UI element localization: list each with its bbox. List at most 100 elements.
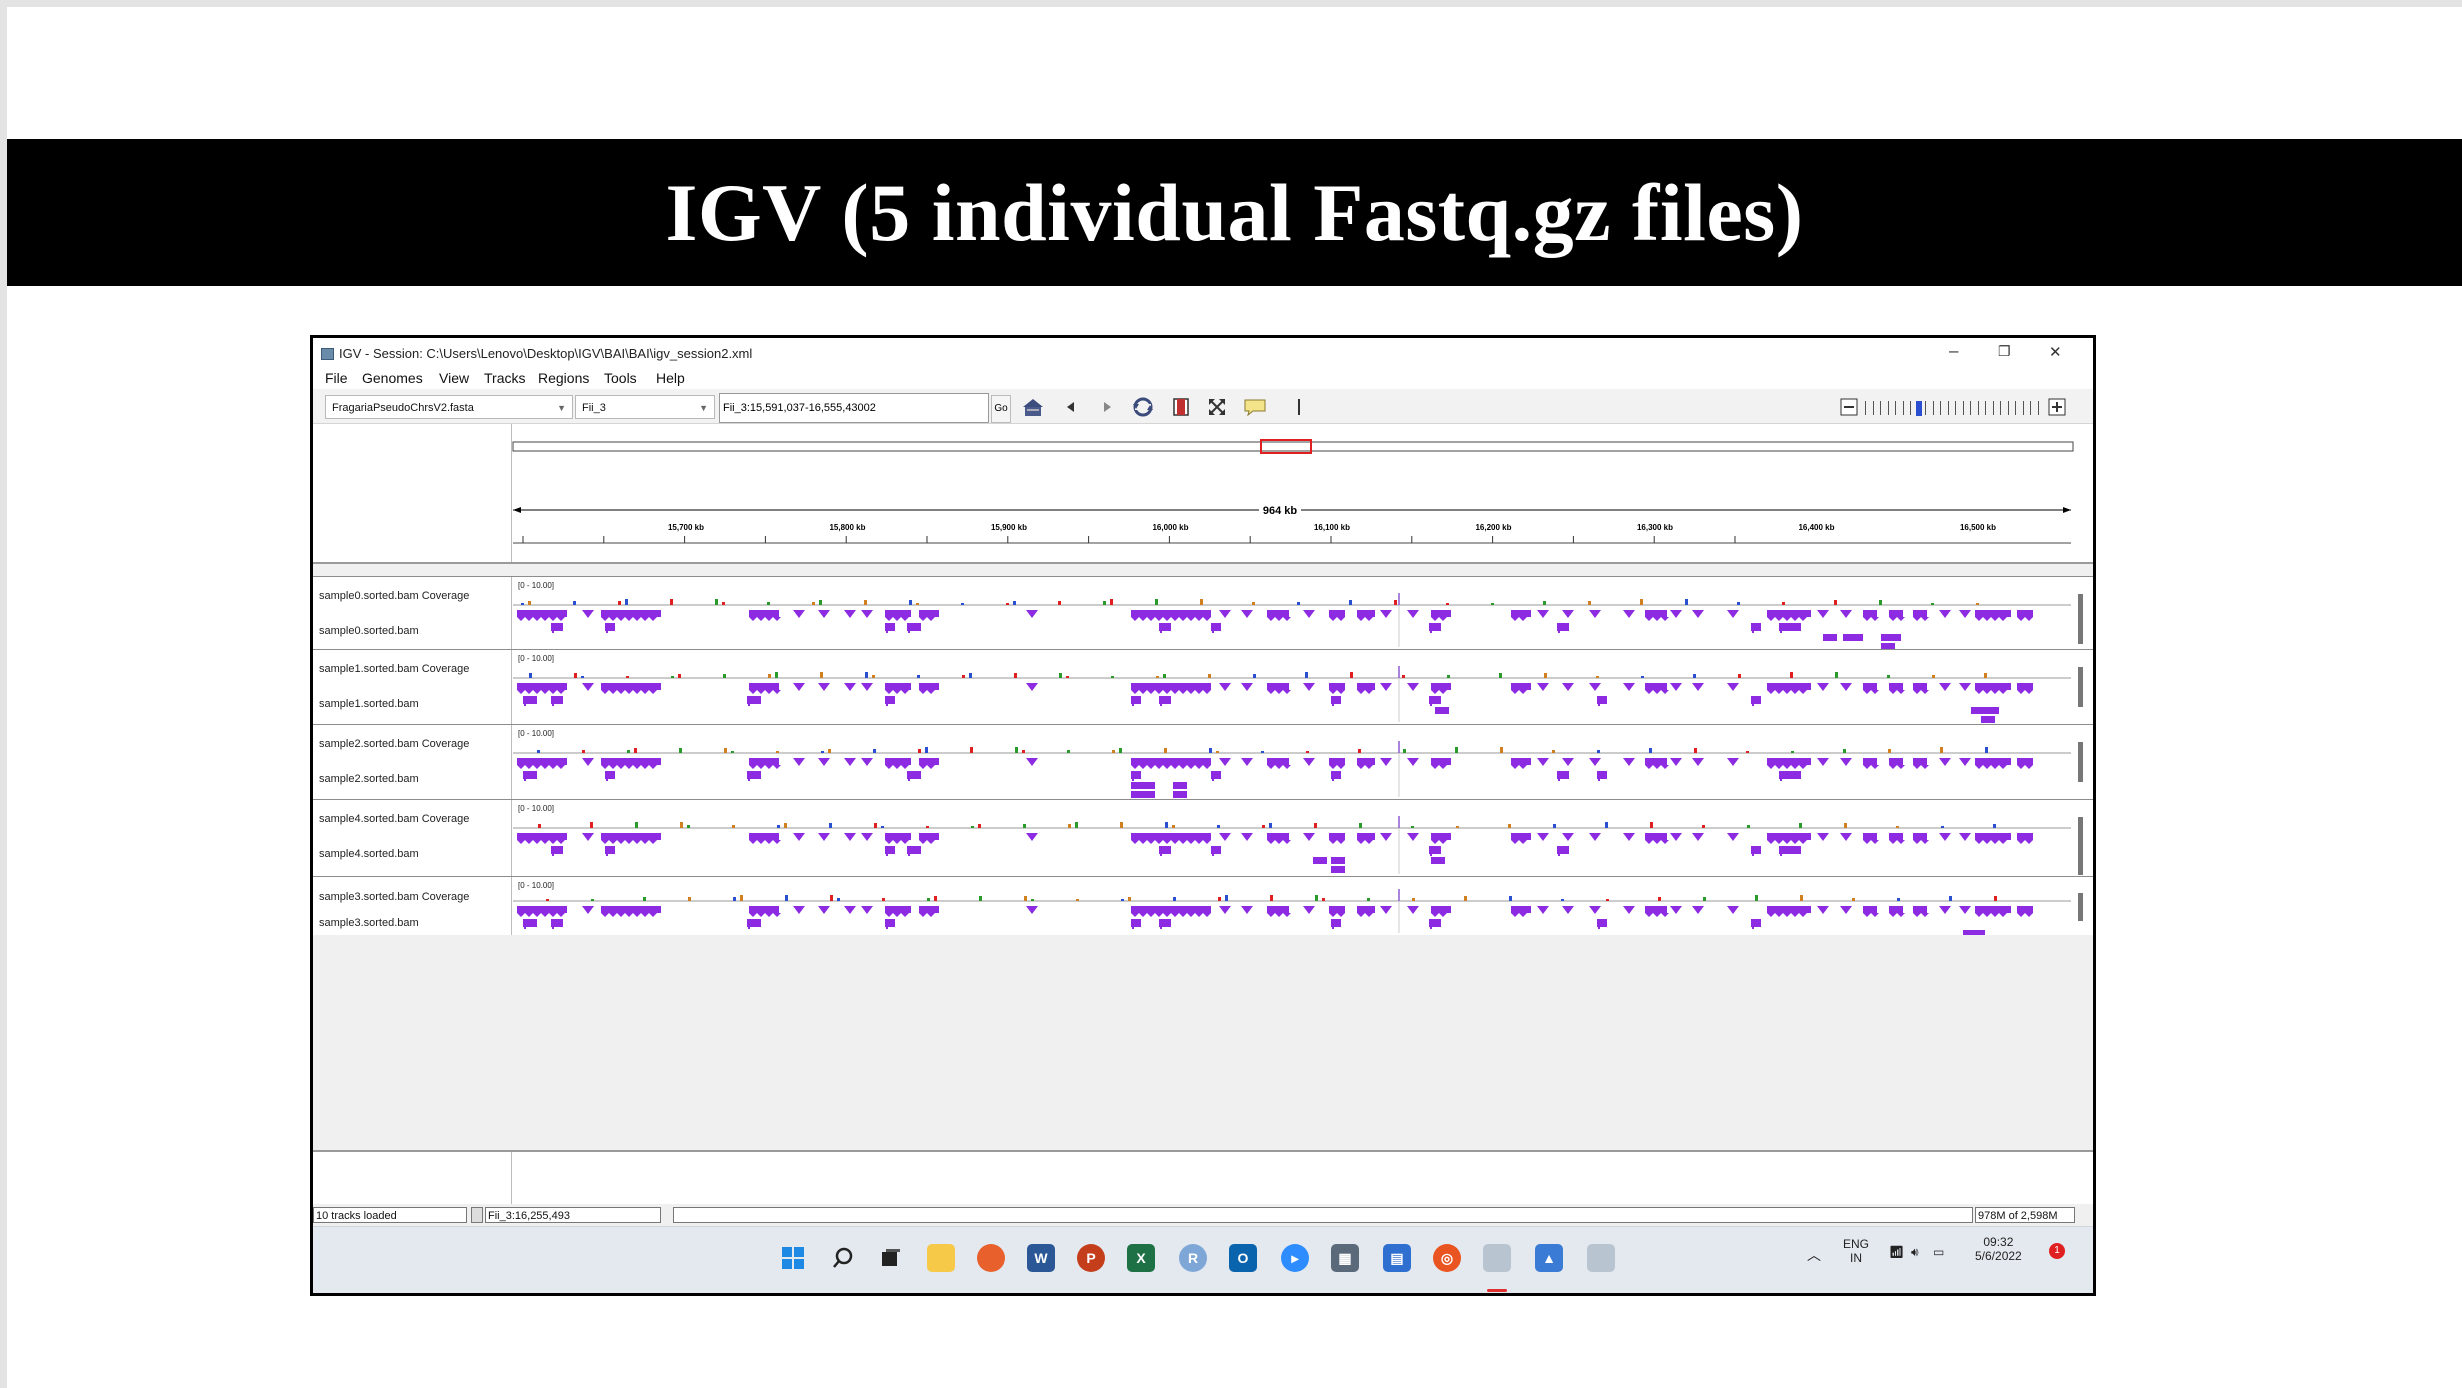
track-scrollbar[interactable] <box>2078 667 2083 707</box>
ruler-panel[interactable]: 964 kb 15,700 kb 15,800 kb 15,900 kb 16,000 … <box>511 424 2091 560</box>
read-tick <box>1999 840 2007 844</box>
zoom-out-icon[interactable] <box>1837 395 1861 419</box>
alignment-track-name[interactable]: sample0.sorted.bam <box>319 625 419 637</box>
coverage-track-name[interactable]: sample4.sorted.bam Coverage <box>319 813 470 825</box>
zoom-slider[interactable] <box>1865 401 2043 416</box>
menu-tools[interactable]: Tools <box>604 370 637 386</box>
photos-icon[interactable]: ▲ <box>1535 1244 1563 1272</box>
zoom-app-icon[interactable]: ▸ <box>1281 1244 1309 1272</box>
menu-regions[interactable]: Regions <box>538 370 590 386</box>
alignment-data[interactable] <box>511 650 2071 724</box>
zoom-tick <box>2007 401 2009 415</box>
read-tick <box>1653 913 1661 917</box>
excel-icon[interactable]: X <box>1127 1244 1155 1272</box>
coverage-bar <box>1217 825 1220 828</box>
alignment-track-name[interactable]: sample3.sorted.bam <box>319 917 419 929</box>
coverage-bar <box>819 600 822 605</box>
read-block <box>1975 610 2011 617</box>
read-tick <box>1983 913 1991 917</box>
igv-taskbar-icon[interactable] <box>1483 1244 1511 1272</box>
read-tick <box>625 690 633 694</box>
zoom-in-icon[interactable] <box>2045 395 2069 419</box>
menu-help[interactable]: Help <box>656 370 685 386</box>
file-explorer-icon[interactable] <box>927 1244 955 1272</box>
word-icon[interactable]: W <box>1027 1244 1055 1272</box>
coverage-track-name[interactable]: sample0.sorted.bam Coverage <box>319 590 470 602</box>
read-arrow <box>1939 906 1951 914</box>
read-tick <box>1439 913 1447 917</box>
coverage-bar <box>1059 673 1062 678</box>
calendar-icon[interactable]: ▤ <box>1383 1244 1411 1272</box>
calculator-icon[interactable]: ▦ <box>1331 1244 1359 1272</box>
r-icon[interactable]: R <box>1179 1244 1207 1272</box>
menu-genomes[interactable]: Genomes <box>362 370 423 386</box>
alignment-track-name[interactable]: sample4.sorted.bam <box>319 848 419 860</box>
coverage-track-name[interactable]: sample1.sorted.bam Coverage <box>319 663 470 675</box>
restore-button[interactable]: ❐ <box>1998 343 2011 359</box>
read-tick <box>649 840 657 844</box>
fit-to-window-icon[interactable] <box>1205 395 1229 419</box>
read-arrow <box>1959 610 1971 618</box>
alignment-data[interactable] <box>511 877 2071 935</box>
wifi-icon[interactable]: 📶︎ <box>1889 1245 1905 1259</box>
zoom-tick <box>2030 401 2031 415</box>
home-icon[interactable] <box>1021 395 1045 419</box>
igv-window-icon[interactable] <box>1587 1244 1615 1272</box>
track-scrollbar[interactable] <box>2078 817 2083 875</box>
menu-tracks[interactable]: Tracks <box>484 370 526 386</box>
track-scrollbar[interactable] <box>2078 742 2083 782</box>
task-view-icon[interactable] <box>877 1244 905 1272</box>
chromosome-dropdown[interactable]: Fii_3 ▼ <box>575 395 715 419</box>
search-icon[interactable] <box>829 1244 857 1272</box>
track-scrollbar[interactable] <box>2078 893 2083 921</box>
region-of-interest-icon[interactable] <box>1169 395 1193 419</box>
battery-icon[interactable]: ▭ <box>1933 1245 1945 1259</box>
refresh-icon[interactable] <box>1131 395 1155 419</box>
go-button[interactable]: Go <box>991 395 1011 423</box>
coverage-bar <box>1024 896 1027 901</box>
forward-arrow-icon[interactable] <box>1095 395 1119 419</box>
split-read <box>1159 623 1171 631</box>
active-app-indicator <box>1487 1289 1507 1292</box>
read-block <box>601 758 661 765</box>
read-block <box>1767 906 1811 913</box>
coverage-bar <box>538 824 541 828</box>
alignment-track-name[interactable]: sample2.sorted.bam <box>319 773 419 785</box>
clock[interactable]: 09:32 5/6/2022 <box>1975 1235 2022 1263</box>
coverage-track-name[interactable]: sample2.sorted.bam Coverage <box>319 738 470 750</box>
read-tick <box>609 617 617 621</box>
minimize-button[interactable]: – <box>1949 341 1959 360</box>
menu-file[interactable]: File <box>325 370 348 386</box>
ruler-toggle-icon[interactable] <box>1287 395 1311 419</box>
coverage-bar <box>1121 899 1124 901</box>
coverage-bar <box>581 676 584 678</box>
alignment-data[interactable] <box>511 725 2071 799</box>
close-button[interactable]: ✕ <box>2049 344 2062 361</box>
notification-badge[interactable]: 1 <box>2049 1243 2065 1259</box>
language-indicator[interactable]: ENG IN <box>1843 1237 1869 1265</box>
alignment-data[interactable] <box>511 577 2071 649</box>
ubuntu-icon[interactable]: ◎ <box>1433 1244 1461 1272</box>
firefox-icon[interactable] <box>977 1244 1005 1272</box>
alignment-track-name[interactable]: sample1.sorted.bam <box>319 698 419 710</box>
windows-start-icon[interactable] <box>779 1244 807 1272</box>
show-hidden-icons-chevron[interactable]: ︿ <box>1807 1247 1821 1263</box>
outlook-icon[interactable]: O <box>1229 1244 1257 1272</box>
read-arrow <box>1407 683 1419 691</box>
coverage-track-name[interactable]: sample3.sorted.bam Coverage <box>319 891 470 903</box>
menu-view[interactable]: View <box>439 370 470 386</box>
volume-icon[interactable]: 🔊︎ <box>1911 1245 1919 1259</box>
powerpoint-icon[interactable]: P <box>1077 1244 1105 1272</box>
alignment-data[interactable] <box>511 800 2071 876</box>
genome-dropdown[interactable]: FragariaPseudoChrsV2.fasta ▼ <box>325 395 573 419</box>
locus-search-input[interactable]: Fii_3:15,591,037-16,555,43002 <box>719 393 989 423</box>
stacked-read <box>1887 634 1901 641</box>
read-tick <box>1179 617 1187 621</box>
zoom-thumb[interactable] <box>1916 401 1922 416</box>
track-scrollbar[interactable] <box>2078 594 2083 644</box>
split-read <box>907 623 921 631</box>
back-arrow-icon[interactable] <box>1059 395 1083 419</box>
popup-info-icon[interactable] <box>1243 395 1267 419</box>
coverage-bar <box>1491 603 1494 605</box>
read-tick <box>757 617 765 621</box>
